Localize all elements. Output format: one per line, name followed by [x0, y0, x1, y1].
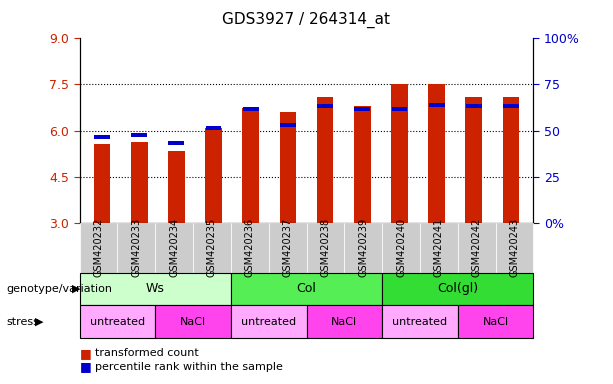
Bar	[466, 104, 482, 108]
Bar	[503, 97, 519, 223]
Bar	[205, 126, 221, 130]
Bar	[503, 104, 519, 108]
Text: NaCl: NaCl	[180, 316, 206, 327]
Text: GSM420237: GSM420237	[283, 218, 292, 277]
Bar	[392, 107, 408, 111]
Text: NaCl: NaCl	[482, 316, 509, 327]
Text: percentile rank within the sample: percentile rank within the sample	[95, 362, 283, 372]
Bar	[391, 84, 408, 223]
Bar	[94, 144, 110, 223]
Bar	[428, 103, 444, 107]
Bar	[354, 107, 370, 111]
Text: GDS3927 / 264314_at: GDS3927 / 264314_at	[223, 12, 390, 28]
Bar	[354, 106, 371, 223]
Text: GSM420235: GSM420235	[207, 218, 217, 277]
Text: GSM420234: GSM420234	[169, 218, 179, 277]
Bar	[242, 108, 259, 223]
Text: untreated: untreated	[392, 316, 447, 327]
Bar	[168, 151, 185, 223]
Text: untreated: untreated	[241, 316, 296, 327]
Text: GSM420236: GSM420236	[245, 218, 255, 277]
Bar	[280, 111, 296, 223]
Text: NaCl: NaCl	[331, 316, 357, 327]
Bar	[317, 97, 333, 223]
Bar	[169, 141, 185, 145]
Bar	[131, 142, 148, 223]
Text: GSM420240: GSM420240	[396, 218, 406, 277]
Text: untreated: untreated	[90, 316, 145, 327]
Text: Col(gl): Col(gl)	[437, 283, 478, 295]
Text: genotype/variation: genotype/variation	[6, 284, 112, 294]
Bar	[317, 104, 333, 108]
Text: Col: Col	[297, 283, 316, 295]
Text: GSM420238: GSM420238	[321, 218, 330, 277]
Text: GSM420232: GSM420232	[94, 218, 104, 277]
Text: GSM420242: GSM420242	[471, 218, 482, 277]
Bar	[280, 124, 296, 127]
Bar	[205, 128, 222, 223]
Text: ▶: ▶	[72, 284, 81, 294]
Bar	[243, 107, 259, 111]
Text: GSM420241: GSM420241	[434, 218, 444, 277]
Bar	[131, 133, 147, 137]
Text: GSM420233: GSM420233	[131, 218, 142, 277]
Text: transformed count: transformed count	[95, 348, 199, 358]
Bar	[428, 84, 445, 223]
Text: ▶: ▶	[35, 316, 44, 327]
Bar	[94, 135, 110, 139]
Text: ■: ■	[80, 347, 91, 360]
Text: GSM420243: GSM420243	[509, 218, 519, 277]
Text: GSM420239: GSM420239	[358, 218, 368, 277]
Bar	[465, 97, 482, 223]
Text: ■: ■	[80, 360, 91, 373]
Text: stress: stress	[6, 316, 39, 327]
Text: Ws: Ws	[146, 283, 165, 295]
